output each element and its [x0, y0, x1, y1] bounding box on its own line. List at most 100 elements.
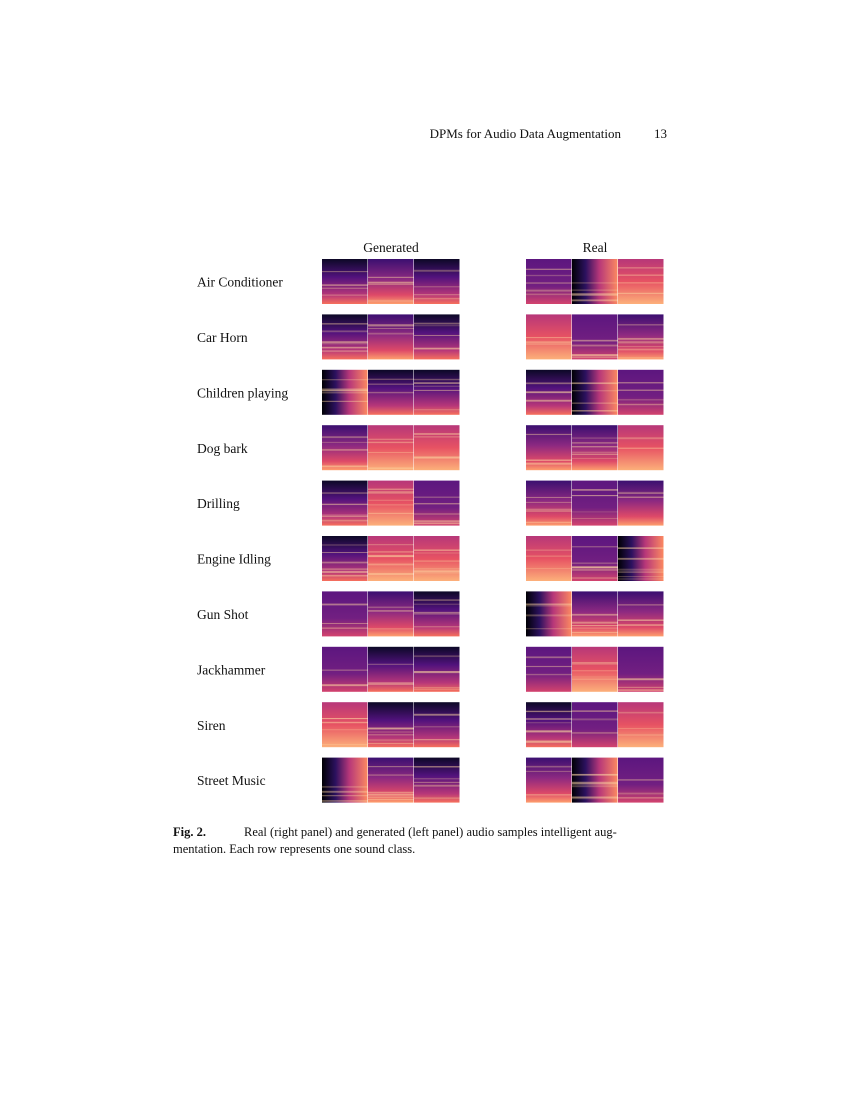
spectrogram-band [618, 624, 664, 626]
spectrogram-band [526, 510, 572, 512]
spectrogram-band [414, 297, 460, 300]
spectrogram [368, 425, 414, 471]
spectrogram-band [368, 324, 414, 326]
spectrogram-band [618, 797, 664, 799]
row-label: Drilling [197, 496, 240, 511]
spectrogram-band [322, 800, 368, 802]
spectrogram-band [572, 797, 618, 800]
spectrogram [572, 314, 618, 360]
spectrogram [572, 757, 618, 803]
spectrogram-band [322, 284, 368, 286]
spectrogram-band [572, 566, 618, 568]
spectrogram-band [368, 563, 414, 566]
spectrogram-band [526, 521, 572, 523]
spectrogram-band [368, 683, 414, 685]
spectrogram-band [414, 688, 460, 690]
spectrogram-band [322, 514, 368, 516]
spectrogram [572, 369, 618, 415]
spectrogram-band [322, 718, 368, 719]
spectrogram-band [322, 323, 368, 325]
spectrogram-band [414, 496, 460, 498]
spectrogram-band [368, 488, 414, 490]
spectrogram [526, 646, 572, 692]
spectrogram-band [322, 492, 368, 494]
spectrogram-band [572, 446, 618, 448]
spectrogram-band [322, 350, 368, 353]
spectrogram-band [572, 299, 618, 302]
spectrogram [322, 536, 368, 581]
spectrogram [414, 425, 460, 471]
spectrogram-band [618, 341, 664, 344]
spectrogram-band [572, 670, 618, 672]
spectrogram-band [414, 389, 460, 391]
spectrogram-band [572, 796, 618, 799]
spectrogram-band [618, 346, 664, 348]
spectrogram-band [414, 385, 460, 387]
spectrogram-band [322, 342, 368, 345]
spectrogram-band [572, 678, 618, 680]
spectrogram-band [572, 489, 618, 491]
spectrogram-band [618, 792, 664, 795]
spectrogram-band [368, 452, 414, 453]
spectrogram-band [414, 713, 460, 716]
spectrogram-band [414, 568, 460, 570]
spectrogram [322, 259, 368, 304]
spectrogram-band [414, 570, 460, 573]
spectrogram-band [368, 284, 414, 286]
spectrogram-band [368, 438, 414, 441]
spectrogram-band [572, 625, 618, 627]
spectrogram-band [526, 508, 572, 511]
spectrogram-band [618, 711, 664, 714]
spectrogram-band [618, 496, 664, 499]
spectrogram [322, 480, 368, 526]
spectrogram-band [572, 566, 618, 568]
spectrogram-band [572, 546, 618, 548]
spectrogram-band [572, 518, 618, 519]
spectrogram [414, 536, 460, 581]
spectrogram-band [618, 491, 664, 494]
spectrogram-band [322, 388, 368, 391]
spectrogram-band [322, 623, 368, 624]
spectrogram-band [414, 784, 460, 787]
spectrogram [368, 702, 414, 748]
spectrogram-band [526, 614, 572, 617]
spectrogram-band [618, 571, 664, 573]
spectrogram-band [414, 671, 460, 673]
spectrogram-band [322, 515, 368, 518]
spectrogram-band [526, 770, 572, 773]
spectrogram [618, 757, 664, 803]
spectrogram-band [618, 604, 664, 606]
spectrogram [322, 369, 368, 415]
spectrogram-band [572, 382, 618, 385]
spectrogram-band [414, 549, 460, 551]
spectrogram-band [322, 721, 368, 724]
spectrogram-band [618, 492, 664, 494]
spectrogram-band [368, 499, 414, 501]
spectrogram-band [322, 570, 368, 573]
spectrogram-band [618, 734, 664, 736]
spectrogram-band [526, 741, 572, 744]
spectrogram-band [322, 346, 368, 349]
spectrogram-band [618, 619, 664, 621]
spectrogram-band [414, 522, 460, 525]
spectrogram-band [322, 400, 368, 402]
spectrogram-band [526, 765, 572, 768]
spectrogram-band [368, 774, 414, 776]
spectrogram-band [526, 337, 572, 339]
spectrogram-band [526, 603, 572, 605]
spectrogram-band [368, 467, 414, 470]
spectrogram-band [414, 286, 460, 288]
spectrogram-band [368, 383, 414, 385]
spectrogram-band [368, 332, 414, 335]
spectrogram [526, 757, 572, 803]
spectrogram [414, 591, 460, 637]
row-label: Air Conditioner [197, 275, 283, 290]
spectrogram-band [368, 799, 414, 801]
spectrogram [368, 259, 414, 304]
spectrogram-band [368, 299, 414, 302]
spectrogram-band [618, 678, 664, 681]
spectrogram-band [414, 513, 460, 515]
spectrogram-band [368, 391, 414, 394]
